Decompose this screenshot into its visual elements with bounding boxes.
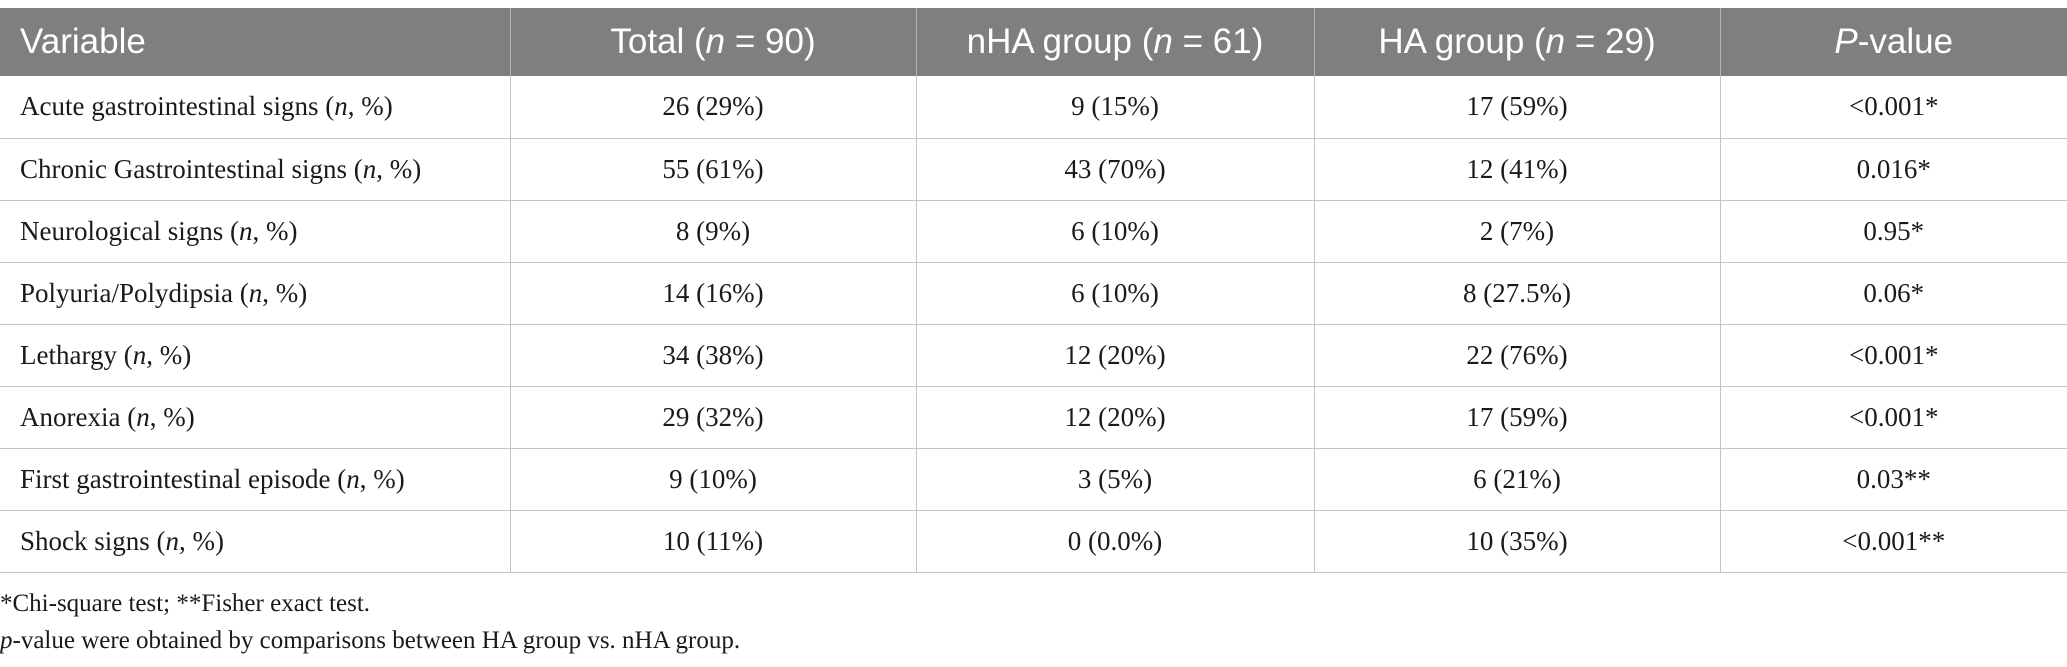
cell-total: 29 (32%) bbox=[510, 386, 917, 449]
header-p-value: P-value bbox=[1834, 22, 1954, 61]
table-header-row: Variable Total (n = 90) nHA group (n = 6… bbox=[0, 8, 2067, 76]
table-row: Acute gastrointestinal signs (n, %) 26 (… bbox=[0, 76, 2067, 139]
cell-p-value: <0.001* bbox=[1720, 76, 2067, 139]
cell-variable: Lethargy (n, %) bbox=[0, 324, 511, 387]
header-variable: Variable bbox=[0, 8, 511, 76]
cell-p-value: <0.001* bbox=[1720, 324, 2067, 387]
cell-ha: 17 (59%) bbox=[1314, 386, 1721, 449]
cell-total: 9 (10%) bbox=[510, 448, 917, 511]
cell-nha: 6 (10%) bbox=[916, 262, 1315, 325]
cell-ha: 8 (27.5%) bbox=[1314, 262, 1721, 325]
cell-variable: Chronic Gastrointestinal signs (n, %) bbox=[0, 138, 511, 201]
cell-p-value: <0.001** bbox=[1720, 510, 2067, 573]
cell-p-value: 0.06* bbox=[1720, 262, 2067, 325]
table-row: Polyuria/Polydipsia (n, %) 14 (16%) 6 (1… bbox=[0, 262, 2067, 325]
cell-nha: 12 (20%) bbox=[916, 324, 1315, 387]
cell-total: 26 (29%) bbox=[510, 76, 917, 139]
header-ha-group: HA group (n = 29) bbox=[1314, 8, 1721, 76]
cell-p-value: <0.001* bbox=[1720, 386, 2067, 449]
cell-nha: 3 (5%) bbox=[916, 448, 1315, 511]
cell-p-value: 0.016* bbox=[1720, 138, 2067, 201]
cell-variable: First gastrointestinal episode (n, %) bbox=[0, 448, 511, 511]
cell-nha: 0 (0.0%) bbox=[916, 510, 1315, 573]
cell-nha: 43 (70%) bbox=[916, 138, 1315, 201]
cell-ha: 22 (76%) bbox=[1314, 324, 1721, 387]
cell-variable: Shock signs (n, %) bbox=[0, 510, 511, 573]
cell-ha: 12 (41%) bbox=[1314, 138, 1721, 201]
cell-nha: 12 (20%) bbox=[916, 386, 1315, 449]
results-table: Variable Total (n = 90) nHA group (n = 6… bbox=[0, 8, 2067, 573]
cell-variable: Anorexia (n, %) bbox=[0, 386, 511, 449]
cell-ha: 2 (7%) bbox=[1314, 200, 1721, 263]
footnote-p-value: p-value were obtained by comparisons bet… bbox=[0, 627, 741, 654]
footnote-tests: *Chi-square test; **Fisher exact test. bbox=[0, 590, 371, 617]
table-row: Chronic Gastrointestinal signs (n, %) 55… bbox=[0, 138, 2067, 201]
table-row: Lethargy (n, %) 34 (38%) 12 (20%) 22 (76… bbox=[0, 324, 2067, 387]
cell-variable: Neurological signs (n, %) bbox=[0, 200, 511, 263]
cell-ha: 17 (59%) bbox=[1314, 76, 1721, 139]
header-total: Total (n = 90) bbox=[510, 8, 917, 76]
cell-total: 10 (11%) bbox=[510, 510, 917, 573]
cell-ha: 10 (35%) bbox=[1314, 510, 1721, 573]
cell-variable: Acute gastrointestinal signs (n, %) bbox=[0, 76, 511, 139]
table-footnotes: *Chi-square test; **Fisher exact test. p… bbox=[0, 585, 740, 659]
cell-ha: 6 (21%) bbox=[1314, 448, 1721, 511]
table-row: Anorexia (n, %) 29 (32%) 12 (20%) 17 (59… bbox=[0, 386, 2067, 449]
cell-p-value: 0.95* bbox=[1720, 200, 2067, 263]
table-row: Shock signs (n, %) 10 (11%) 0 (0.0%) 10 … bbox=[0, 510, 2067, 573]
table-row: First gastrointestinal episode (n, %) 9 … bbox=[0, 448, 2067, 511]
results-table-container: Variable Total (n = 90) nHA group (n = 6… bbox=[0, 8, 2067, 573]
cell-nha: 9 (15%) bbox=[916, 76, 1315, 139]
cell-total: 34 (38%) bbox=[510, 324, 917, 387]
header-nha-group: nHA group (n = 61) bbox=[916, 8, 1315, 76]
cell-total: 14 (16%) bbox=[510, 262, 917, 325]
cell-nha: 6 (10%) bbox=[916, 200, 1315, 263]
cell-variable: Polyuria/Polydipsia (n, %) bbox=[0, 262, 511, 325]
cell-total: 8 (9%) bbox=[510, 200, 917, 263]
cell-p-value: 0.03** bbox=[1720, 448, 2067, 511]
table-row: Neurological signs (n, %) 8 (9%) 6 (10%)… bbox=[0, 200, 2067, 263]
cell-total: 55 (61%) bbox=[510, 138, 917, 201]
